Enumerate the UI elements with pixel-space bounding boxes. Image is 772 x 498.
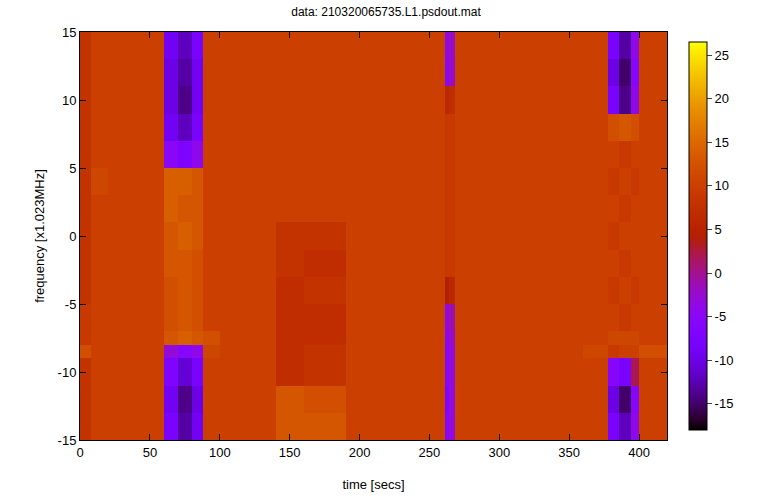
svg-text:0: 0	[69, 229, 76, 244]
svg-text:200: 200	[349, 445, 371, 460]
svg-text:150: 150	[279, 445, 301, 460]
svg-text:350: 350	[558, 445, 580, 460]
svg-text:5: 5	[715, 222, 722, 237]
svg-text:frequency [x1.023MHz]: frequency [x1.023MHz]	[32, 169, 47, 303]
svg-text:15: 15	[62, 25, 76, 40]
svg-text:300: 300	[488, 445, 510, 460]
svg-text:15: 15	[715, 135, 729, 150]
svg-text:100: 100	[209, 445, 231, 460]
svg-text:-10: -10	[715, 353, 734, 368]
svg-text:-15: -15	[715, 396, 734, 411]
svg-text:-5: -5	[65, 297, 77, 312]
svg-text:20: 20	[715, 91, 729, 106]
svg-text:10: 10	[62, 93, 76, 108]
svg-text:time [secs]: time [secs]	[342, 477, 404, 492]
svg-text:50: 50	[143, 445, 157, 460]
svg-text:25: 25	[715, 48, 729, 63]
svg-text:10: 10	[715, 178, 729, 193]
svg-text:-15: -15	[58, 433, 77, 448]
svg-text:250: 250	[419, 445, 441, 460]
svg-text:5: 5	[69, 161, 76, 176]
svg-text:400: 400	[628, 445, 650, 460]
svg-text:-5: -5	[715, 309, 727, 324]
svg-text:0: 0	[76, 445, 83, 460]
svg-text:-10: -10	[58, 365, 77, 380]
svg-text:data: 210320065735.L1.psdout.m: data: 210320065735.L1.psdout.mat	[291, 5, 481, 19]
svg-text:0: 0	[715, 266, 722, 281]
